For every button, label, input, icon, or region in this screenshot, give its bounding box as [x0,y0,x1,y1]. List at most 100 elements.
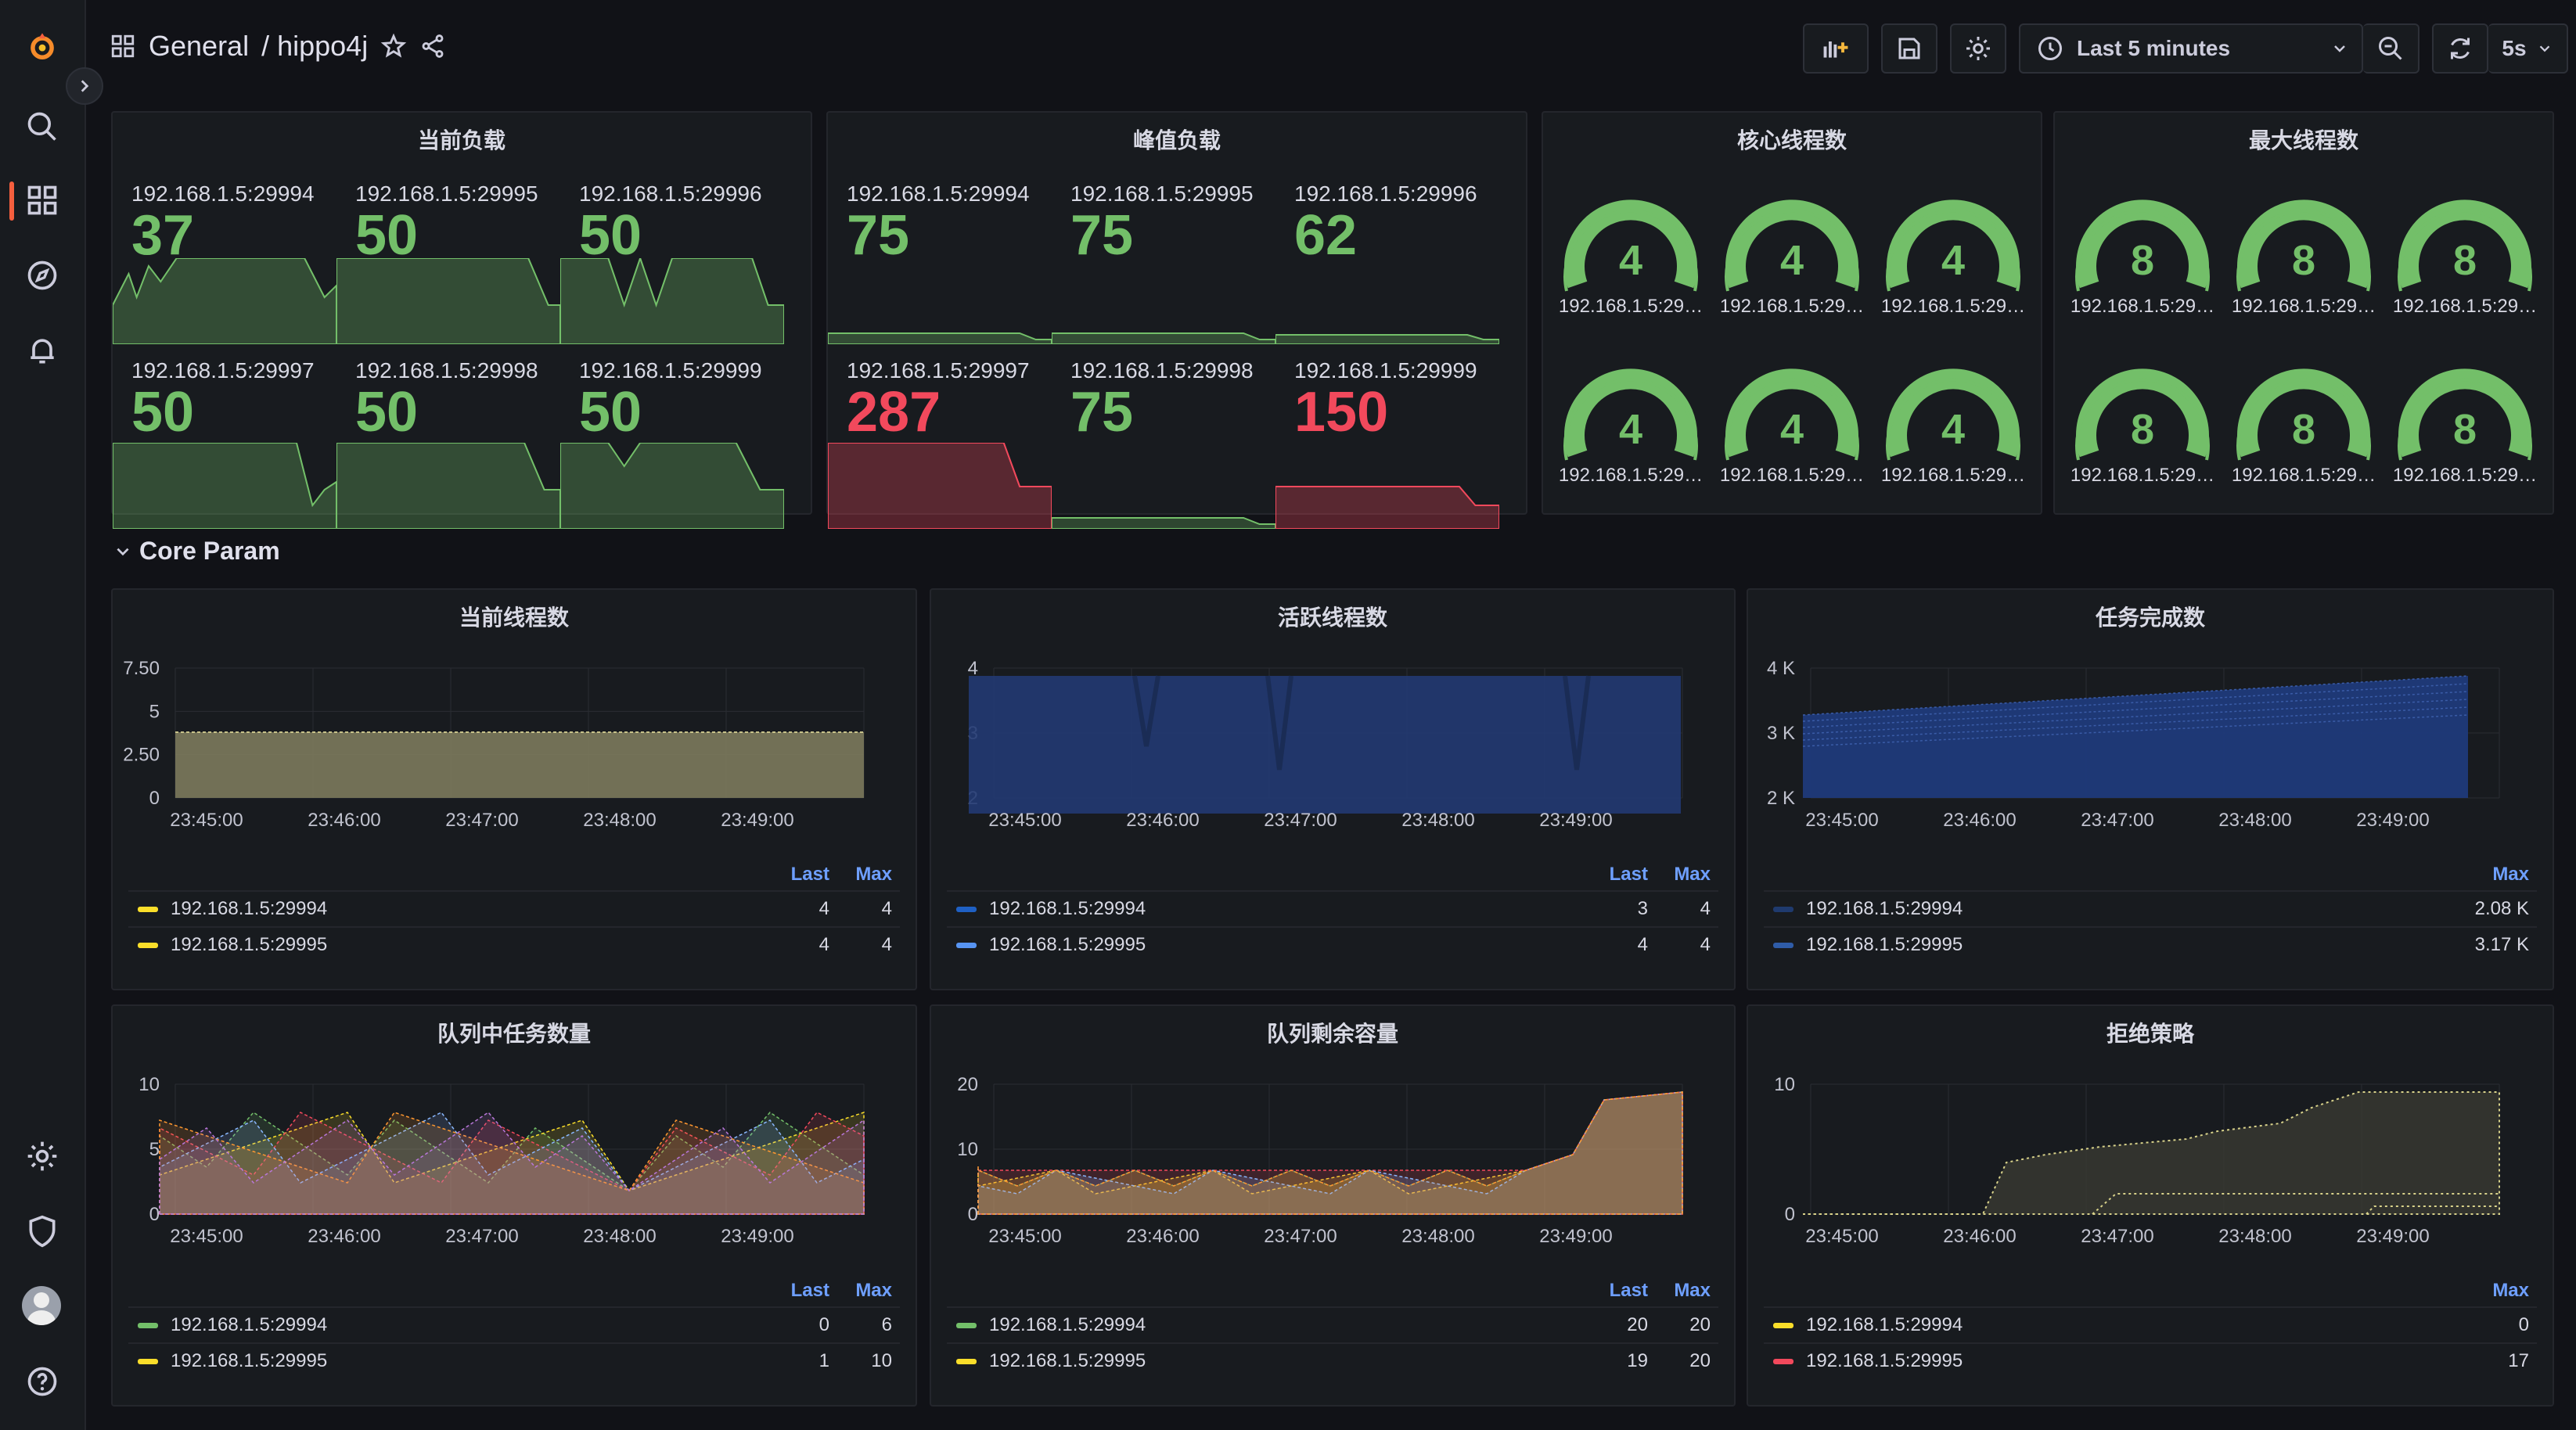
time-range-label: Last 5 minutes [2077,36,2231,60]
stat-1: 192.168.1.5:29994 37 [113,175,336,344]
explore-compass-icon[interactable] [17,250,67,300]
refresh-button[interactable] [2432,23,2488,74]
gauge-3: 8 192.168.1.5:29… [2387,191,2543,347]
gauge-arc [1886,368,2020,461]
share-icon[interactable] [419,33,446,59]
user-avatar[interactable] [22,1286,61,1325]
legend-item[interactable]: 192.168.1.5:29994 0 6 [128,1306,900,1342]
gauge-label: 192.168.1.5:29… [2070,465,2215,486]
refresh-interval-picker[interactable]: 5s [2488,23,2568,74]
time-range-picker[interactable]: Last 5 minutes [2019,23,2363,74]
legend-col-last[interactable]: Last [1609,1280,1648,1301]
legend-col-last[interactable]: Last [790,864,829,885]
x-tick-label: 23:49:00 [721,810,793,831]
chevron-down-icon [2334,45,2345,52]
legend-item[interactable]: 192.168.1.5:29995 17 [1764,1342,2537,1378]
panel-active-threads-timeseries[interactable]: 活跃线程数 43223:45:0023:46:0023:47:0023:48:0… [930,588,1736,990]
panel-queue-size-timeseries[interactable]: 队列中任务数量 10 5 0 23:45:00 23:46:00 23:47:00 23:4… [111,1004,917,1407]
search-icon[interactable] [17,102,67,152]
save-dashboard-button[interactable] [1881,23,1937,74]
legend-col-last[interactable] [2396,1280,2466,1302]
legend: Max 192.168.1.5:29994 2.08 K 192.168.1.5:29… [1764,864,2537,973]
series-max-value: 17 [2508,1350,2529,1371]
dashboards-icon[interactable] [17,175,67,225]
series-last-value: 0 [818,1314,829,1335]
breadcrumb-folder[interactable]: General [149,30,250,62]
series-area [159,1112,865,1215]
help-icon[interactable] [17,1356,67,1407]
gear-icon [1966,37,1990,60]
panel-reject-policy-timeseries[interactable]: 拒绝策略 10 0 23:45:00 23:46:00 23:47:00 23:48:00… [1747,1004,2554,1407]
expand-sidebar-button[interactable] [66,67,103,105]
stat-label: 192.168.1.5:29994 [131,181,315,206]
x-tick-label: 23:45:00 [170,810,243,831]
gauge-label: 192.168.1.5:29… [1719,465,1865,486]
gauge-6: 4 192.168.1.5:29… [1875,360,2031,516]
add-panel-button[interactable] [1803,23,1869,74]
gauge-arc [1725,368,1859,461]
star-icon[interactable] [380,33,407,59]
panel-core-threads[interactable]: 核心线程数 4 192.168.1.5:29… 4 192.168.1.5:29… 4 1… [1542,111,2042,515]
x-tick-label: 23:45:00 [170,1226,243,1247]
row-collapse-toggle[interactable]: Core Param [114,537,280,566]
gauge-arc [1886,199,2020,292]
panel-completed-tasks-timeseries[interactable]: 任务完成数 4 K 3 K 2 K 23:45:00 23:46:00 23:47:00 2… [1747,588,2554,990]
series-color-swatch [1773,1322,1793,1328]
panel-current-threads-timeseries[interactable]: 当前线程数 7.50 5 2.50 0 23:45:00 23:46:00 23:47:00… [111,588,917,990]
panel-max-threads[interactable]: 最大线程数 8 192.168.1.5:29… 8 192.168.1.5:29… 8 1… [2053,111,2554,515]
zoom-out-button[interactable] [2363,23,2419,74]
panel-current-load[interactable]: 当前负载 192.168.1.5:29994 37 192.168.1.5:2999… [111,111,812,529]
legend-col-max[interactable]: Max [1674,1280,1711,1301]
panel-queue-remaining-timeseries[interactable]: 队列剩余容量 20 10 0 23:45:00 23:46:00 23:47:00 23:4… [930,1004,1736,1407]
legend-col-max[interactable]: Max [855,864,892,885]
legend-col-max[interactable]: Max [2492,1280,2529,1301]
stat-2: 192.168.1.5:29995 50 [336,175,560,344]
chevron-right-icon [81,80,89,92]
sparkline [336,258,560,344]
series-max-value: 6 [881,1314,892,1335]
legend-item[interactable]: 192.168.1.5:29994 0 [1764,1306,2537,1342]
legend-col-max[interactable]: Max [1674,864,1711,885]
settings-gear-icon[interactable] [17,1131,67,1181]
series-color-swatch [956,1322,977,1328]
panel-title: 队列中任务数量 [437,1022,591,1046]
legend-item[interactable]: 192.168.1.5:29994 20 20 [947,1306,1718,1342]
legend-item[interactable]: 192.168.1.5:29994 2.08 K [1764,890,2537,926]
legend-item[interactable]: 192.168.1.5:29995 1 10 [128,1342,900,1378]
legend-item[interactable]: 192.168.1.5:29995 3.17 K [1764,926,2537,962]
breadcrumb: General / hippo4j [110,30,446,63]
series-line [1802,683,2469,722]
y-tick-label: 20 [957,1074,978,1095]
legend-item[interactable]: 192.168.1.5:29994 3 4 [947,890,1718,926]
series-name: 192.168.1.5:29994 [171,898,328,919]
stat-label: 192.168.1.5:29995 [355,181,538,206]
x-tick-label: 23:45:00 [988,1226,1061,1247]
legend-col-last[interactable]: Last [1609,864,1648,885]
grafana-logo-icon[interactable] [17,22,67,72]
panel-peak-load[interactable]: 峰值负载 192.168.1.5:29994 75 192.168.1.5:2999… [826,111,1527,529]
alerting-bell-icon[interactable] [17,325,67,375]
series-name: 192.168.1.5:29995 [989,934,1146,955]
legend-item[interactable]: 192.168.1.5:29994 4 4 [128,890,900,926]
top-navbar: General / hippo4j Last 5 minutes 5s [85,0,2576,100]
legend-item[interactable]: 192.168.1.5:29995 19 20 [947,1342,1718,1378]
gauge-1: 4 192.168.1.5:29… [1552,191,1709,347]
legend-item[interactable]: 192.168.1.5:29995 4 4 [128,926,900,962]
row-title: Core Param [139,537,280,565]
sparkline [1275,334,1499,344]
legend-col-last[interactable] [2396,864,2466,886]
legend-col-max[interactable]: Max [855,1280,892,1301]
series-area [159,1112,865,1215]
x-tick-label: 23:48:00 [583,810,656,831]
panel-title: 拒绝策略 [2106,1022,2194,1046]
series-last-value: 4 [818,934,829,955]
breadcrumb-dashboard[interactable]: / hippo4j [261,30,369,62]
legend-item[interactable]: 192.168.1.5:29995 4 4 [947,926,1718,962]
series-color-swatch [138,1358,158,1364]
legend-col-last[interactable]: Last [790,1280,829,1301]
legend-header: Max [2396,864,2529,886]
shield-icon[interactable] [17,1206,67,1256]
x-tick-label: 23:46:00 [1943,810,2016,831]
dashboard-settings-button[interactable] [1950,23,2006,74]
legend-col-max[interactable]: Max [2492,864,2529,885]
